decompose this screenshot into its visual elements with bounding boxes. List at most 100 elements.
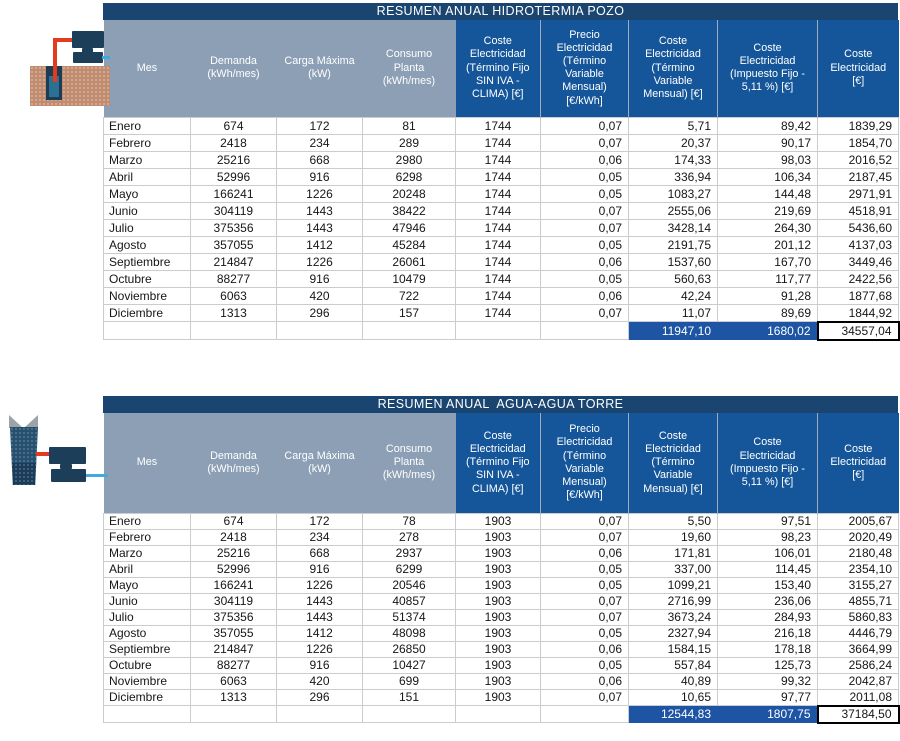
month-cell[interactable]: Noviembre bbox=[103, 286, 191, 305]
value-cell[interactable]: 4137,03 bbox=[817, 235, 899, 254]
col-header-coste-total[interactable]: Coste Electricidad [€] bbox=[817, 20, 899, 117]
value-cell[interactable]: 1744 bbox=[455, 269, 541, 288]
value-cell[interactable]: 557,84 bbox=[628, 656, 718, 674]
value-cell[interactable]: 171,81 bbox=[628, 544, 718, 562]
value-cell[interactable]: 172 bbox=[276, 116, 363, 135]
value-cell[interactable]: 234 bbox=[276, 528, 363, 546]
value-cell[interactable]: 214847 bbox=[190, 640, 277, 658]
total-impuesto-cell[interactable]: 1680,02 bbox=[717, 321, 818, 340]
value-cell[interactable]: 0,06 bbox=[540, 286, 629, 305]
value-cell[interactable]: 1744 bbox=[455, 286, 541, 305]
value-cell[interactable]: 2191,75 bbox=[628, 235, 718, 254]
value-cell[interactable]: 0,07 bbox=[540, 608, 629, 626]
value-cell[interactable]: 2180,48 bbox=[817, 544, 899, 562]
value-cell[interactable]: 1412 bbox=[276, 624, 363, 642]
value-cell[interactable]: 19,60 bbox=[628, 528, 718, 546]
col-header-demanda[interactable]: Demanda (kWh/mes) bbox=[190, 413, 277, 513]
value-cell[interactable]: 2555,06 bbox=[628, 201, 718, 220]
month-cell[interactable]: Julio bbox=[103, 218, 191, 237]
value-cell[interactable]: 1099,21 bbox=[628, 576, 718, 594]
value-cell[interactable]: 357055 bbox=[190, 624, 277, 642]
month-cell[interactable]: Diciembre bbox=[103, 303, 191, 322]
month-cell[interactable]: Octubre bbox=[103, 269, 191, 288]
value-cell[interactable]: 1903 bbox=[455, 608, 541, 626]
value-cell[interactable]: 11,07 bbox=[628, 303, 718, 322]
value-cell[interactable]: 166241 bbox=[190, 576, 277, 594]
value-cell[interactable]: 2005,67 bbox=[817, 512, 899, 530]
value-cell[interactable]: 1903 bbox=[455, 528, 541, 546]
col-header-coste-impuesto[interactable]: Coste Electricidad (Impuesto Fijo - 5,11… bbox=[717, 20, 818, 117]
value-cell[interactable]: 2187,45 bbox=[817, 167, 899, 186]
value-cell[interactable]: 98,03 bbox=[717, 150, 818, 169]
value-cell[interactable]: 1313 bbox=[190, 688, 277, 706]
value-cell[interactable]: 3428,14 bbox=[628, 218, 718, 237]
value-cell[interactable]: 2971,91 bbox=[817, 184, 899, 203]
value-cell[interactable]: 2937 bbox=[362, 544, 456, 562]
value-cell[interactable]: 0,06 bbox=[540, 150, 629, 169]
value-cell[interactable]: 1903 bbox=[455, 656, 541, 674]
value-cell[interactable]: 1854,70 bbox=[817, 133, 899, 152]
value-cell[interactable]: 674 bbox=[190, 512, 277, 530]
value-cell[interactable]: 1744 bbox=[455, 235, 541, 254]
value-cell[interactable]: 98,23 bbox=[717, 528, 818, 546]
value-cell[interactable]: 916 bbox=[276, 560, 363, 578]
value-cell[interactable]: 916 bbox=[276, 167, 363, 186]
value-cell[interactable]: 2418 bbox=[190, 133, 277, 152]
value-cell[interactable]: 0,05 bbox=[540, 576, 629, 594]
value-cell[interactable]: 336,94 bbox=[628, 167, 718, 186]
value-cell[interactable]: 236,06 bbox=[717, 592, 818, 610]
value-cell[interactable]: 157 bbox=[362, 303, 456, 322]
value-cell[interactable]: 1744 bbox=[455, 252, 541, 271]
value-cell[interactable]: 0,07 bbox=[540, 592, 629, 610]
col-header-coste-total[interactable]: Coste Electricidad [€] bbox=[817, 413, 899, 513]
value-cell[interactable]: 81 bbox=[362, 116, 456, 135]
value-cell[interactable]: 91,28 bbox=[717, 286, 818, 305]
value-cell[interactable]: 201,12 bbox=[717, 235, 818, 254]
value-cell[interactable]: 1313 bbox=[190, 303, 277, 322]
value-cell[interactable]: 289 bbox=[362, 133, 456, 152]
month-cell[interactable]: Junio bbox=[103, 592, 191, 610]
month-cell[interactable]: Julio bbox=[103, 608, 191, 626]
value-cell[interactable]: 1083,27 bbox=[628, 184, 718, 203]
value-cell[interactable]: 560,63 bbox=[628, 269, 718, 288]
value-cell[interactable]: 296 bbox=[276, 688, 363, 706]
value-cell[interactable]: 5,71 bbox=[628, 116, 718, 135]
value-cell[interactable]: 2327,94 bbox=[628, 624, 718, 642]
value-cell[interactable]: 26850 bbox=[362, 640, 456, 658]
col-header-precio-variable[interactable]: Precio Electricidad (Término Variable Me… bbox=[540, 20, 629, 117]
value-cell[interactable]: 304119 bbox=[190, 201, 277, 220]
value-cell[interactable]: 10,65 bbox=[628, 688, 718, 706]
value-cell[interactable]: 0,07 bbox=[540, 512, 629, 530]
value-cell[interactable]: 1744 bbox=[455, 116, 541, 135]
value-cell[interactable]: 47946 bbox=[362, 218, 456, 237]
value-cell[interactable]: 420 bbox=[276, 286, 363, 305]
col-header-mes[interactable]: Mes bbox=[103, 20, 191, 117]
total-coste-electricidad-cell[interactable]: 34557,04 bbox=[816, 320, 900, 341]
value-cell[interactable]: 1443 bbox=[276, 201, 363, 220]
value-cell[interactable]: 0,05 bbox=[540, 235, 629, 254]
value-cell[interactable]: 375356 bbox=[190, 218, 277, 237]
value-cell[interactable]: 78 bbox=[362, 512, 456, 530]
value-cell[interactable]: 40,89 bbox=[628, 672, 718, 690]
value-cell[interactable]: 420 bbox=[276, 672, 363, 690]
value-cell[interactable]: 5436,60 bbox=[817, 218, 899, 237]
value-cell[interactable]: 668 bbox=[276, 544, 363, 562]
value-cell[interactable]: 10427 bbox=[362, 656, 456, 674]
value-cell[interactable]: 1226 bbox=[276, 576, 363, 594]
value-cell[interactable]: 89,42 bbox=[717, 116, 818, 135]
value-cell[interactable]: 264,30 bbox=[717, 218, 818, 237]
value-cell[interactable]: 89,69 bbox=[717, 303, 818, 322]
value-cell[interactable]: 1584,15 bbox=[628, 640, 718, 658]
value-cell[interactable]: 6298 bbox=[362, 167, 456, 186]
value-cell[interactable]: 0,07 bbox=[540, 303, 629, 322]
value-cell[interactable]: 178,18 bbox=[717, 640, 818, 658]
value-cell[interactable]: 2980 bbox=[362, 150, 456, 169]
value-cell[interactable]: 38422 bbox=[362, 201, 456, 220]
value-cell[interactable]: 2011,08 bbox=[817, 688, 899, 706]
value-cell[interactable]: 5,50 bbox=[628, 512, 718, 530]
value-cell[interactable]: 2042,87 bbox=[817, 672, 899, 690]
value-cell[interactable]: 20,37 bbox=[628, 133, 718, 152]
value-cell[interactable]: 699 bbox=[362, 672, 456, 690]
value-cell[interactable]: 0,07 bbox=[540, 688, 629, 706]
value-cell[interactable]: 48098 bbox=[362, 624, 456, 642]
